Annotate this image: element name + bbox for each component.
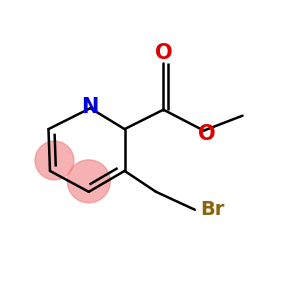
Circle shape: [67, 160, 110, 203]
Text: O: O: [154, 43, 172, 63]
Text: N: N: [82, 97, 99, 117]
Text: Br: Br: [200, 200, 224, 219]
Circle shape: [35, 141, 74, 180]
Text: O: O: [198, 124, 215, 144]
